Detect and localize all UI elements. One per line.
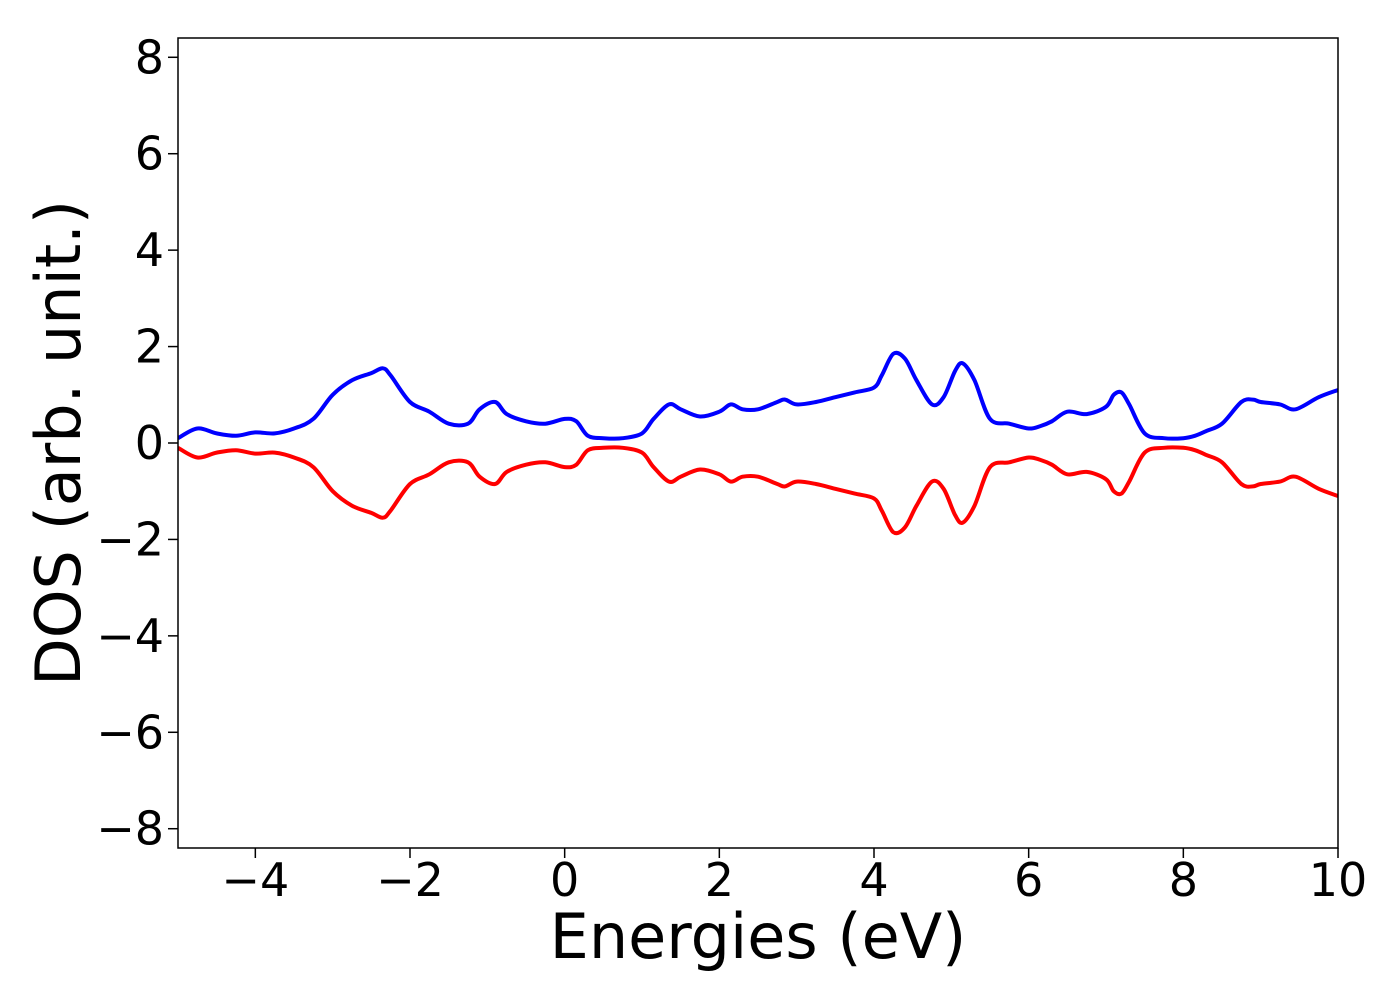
x-tick-label: 6	[1014, 853, 1043, 907]
y-tick-label: 8	[135, 30, 164, 84]
x-tick-label: 8	[1169, 853, 1198, 907]
y-axis-label: DOS (arb. unit.)	[22, 200, 95, 686]
x-tick-label: 0	[550, 853, 579, 907]
plot-frame	[177, 37, 1339, 849]
series-layer	[178, 350, 1338, 536]
x-tick-label: −2	[376, 853, 444, 907]
x-axis-label: Energies (eV)	[550, 900, 967, 973]
x-tick-label: 2	[705, 853, 734, 907]
y-tick-label: −2	[96, 512, 164, 566]
series-line-red	[178, 445, 1338, 536]
y-ticks: −8 −6 −4 −2 0 2 4 6 8	[96, 30, 178, 856]
x-tick-label: 10	[1309, 853, 1368, 907]
series-line-blue	[178, 350, 1338, 441]
x-ticks: −4 −2 0 2 4 6 8 10	[221, 848, 1367, 907]
y-tick-label: −6	[96, 705, 164, 759]
y-tick-label: 0	[135, 416, 164, 470]
y-tick-label: −8	[96, 802, 164, 856]
y-tick-label: 4	[135, 223, 164, 277]
x-tick-label: −4	[221, 853, 289, 907]
x-tick-label: 4	[859, 853, 888, 907]
y-tick-label: 2	[135, 320, 164, 374]
y-tick-label: −4	[96, 609, 164, 663]
y-tick-label: 6	[135, 127, 164, 181]
